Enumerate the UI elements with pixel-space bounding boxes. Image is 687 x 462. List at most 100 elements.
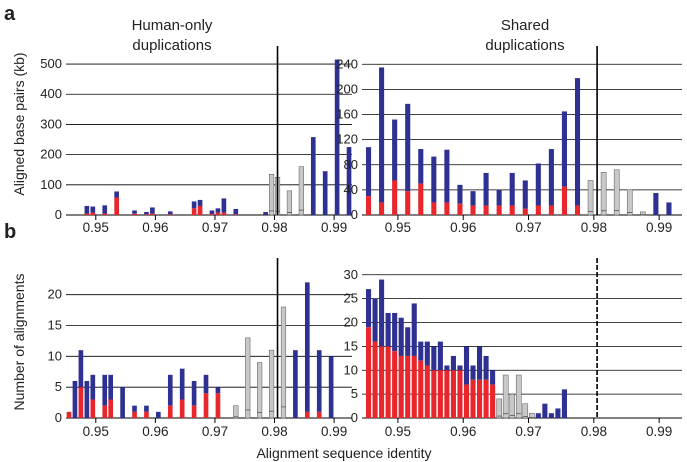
y-axis-label-a: Aligned base pairs (kb) [11,52,27,195]
bar-total [574,78,581,206]
chart-a-human-only: 0 100 200 300 400 500 0.95 0.96 0.97 0.98 0.99 [40,46,352,235]
bar-total [132,210,137,214]
bar-total [167,211,173,215]
bar-red [102,213,108,215]
bar-total [120,387,125,418]
bar-total [144,211,149,215]
bar-gray [298,166,304,216]
bar-red [197,205,203,215]
bar-red [463,384,470,418]
bar-total [316,350,322,412]
bar-total [191,201,197,209]
x-tick-label: 0.99 [646,424,672,439]
title-human-only-line2: duplications [132,37,211,54]
bar-red [522,208,528,215]
y-tick-label: 30 [344,267,358,282]
y-tick-label: 240 [336,56,358,71]
bar-total [150,207,155,214]
bar-total [444,365,450,371]
bar-red [379,202,385,215]
title-shared-line2: duplications [485,37,564,54]
bar-total [392,312,398,352]
bar-gray [233,405,239,419]
bar-total [522,180,528,209]
bar-red [457,203,463,215]
bar-total [114,191,119,198]
bar-red [457,370,463,418]
x-tick-label: 0.99 [321,220,347,235]
y-tick-label: 80 [344,157,358,172]
bar-red [215,393,221,418]
bar-gray [509,393,516,419]
bar-red [167,214,173,215]
y-tick-label: 0 [55,410,62,425]
bar-red [411,355,417,418]
bar-red [191,405,197,418]
bar-gray [600,172,607,216]
bar-total [90,374,96,400]
bar-total [197,199,203,206]
y-tick-label: 20 [48,287,62,302]
bar-total [263,211,268,215]
bar-total [398,317,404,356]
bar-total [424,341,430,366]
x-tick-label: 0.96 [142,424,168,439]
bar-red [365,327,372,418]
chart-b-human-only: 0 5 10 15 20 0.95 0.96 0.97 0.98 0.99 [48,258,352,439]
bar-total [457,184,463,204]
bar-red [405,355,411,418]
bar-total [191,381,197,406]
bar-red [215,212,221,215]
bar-red [372,341,378,418]
bar-total [102,205,108,214]
y-tick-label: 5 [55,379,62,394]
bar-total [405,327,411,356]
bar-red [509,205,515,215]
bar-total [304,282,310,412]
bar-red [535,205,541,215]
bar-total [310,137,316,215]
y-tick-label: 0 [351,207,358,222]
y-tick-label: 0 [55,207,62,222]
bar-total [411,303,417,356]
bar-red [405,191,411,215]
bar-gray [515,374,522,419]
bar-red [150,213,155,215]
bar-total [215,208,221,213]
bar-total [392,119,398,181]
x-tick-label: 0.98 [261,220,287,235]
bar-red [424,365,430,418]
x-tick-label: 0.95 [385,424,411,439]
bar-total [365,289,372,328]
y-tick-label: 300 [40,116,62,131]
y-tick-label: 120 [336,132,358,147]
bar-total [233,208,239,215]
bar-gray [626,189,633,216]
bar-red [450,370,456,418]
bar-total [470,191,476,206]
x-tick-label: 0.95 [83,220,109,235]
bar-total [548,149,554,206]
bar-gray [502,374,509,419]
y-tick-label: 15 [48,318,62,333]
bar-total [653,193,659,215]
bar-red [418,360,424,418]
bar-red [496,205,502,215]
bar-total [72,381,78,418]
bar-red [477,379,483,418]
bar-red [132,411,137,418]
bar-red [444,202,450,215]
x-tick-label: 0.98 [261,424,287,439]
bar-total [431,156,437,203]
bar-red [191,208,197,215]
x-tick-label: 0.96 [142,220,168,235]
x-tick-label: 0.95 [83,424,109,439]
x-tick-label: 0.98 [581,220,607,235]
y-tick-label: 10 [344,362,358,377]
bar-total [167,374,173,406]
bar-total [405,103,411,192]
y-tick-label: 200 [336,81,358,96]
y-tick-label: 100 [40,177,62,192]
bar-total [379,279,385,347]
y-tick-label: 5 [351,386,358,401]
